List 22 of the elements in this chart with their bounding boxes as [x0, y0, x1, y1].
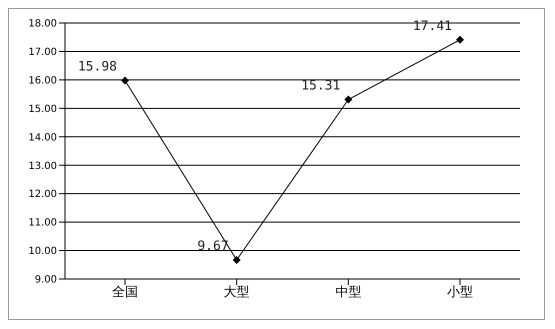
- y-tick-label: 15.00: [28, 104, 57, 115]
- data-label: 15.98: [78, 59, 117, 74]
- data-label: 15.31: [301, 78, 340, 94]
- y-tick-label: 9.00: [34, 274, 57, 286]
- point: [344, 96, 352, 104]
- x-tick-label: 大型: [224, 284, 250, 300]
- y-tick-label: 10.00: [28, 246, 57, 258]
- y-tick-label: 13.00: [28, 160, 57, 172]
- y-tick-label: 17.00: [28, 46, 57, 58]
- data-label: 17.41: [412, 18, 452, 34]
- y-tick-label: 14.00: [28, 132, 57, 144]
- data-label: 9.67: [197, 238, 229, 254]
- point: [232, 256, 241, 264]
- y-tick-label: 18.00: [28, 18, 57, 30]
- point: [121, 76, 129, 84]
- x-tick-label: 小型: [447, 284, 473, 300]
- x-tick-label: 全国: [112, 284, 138, 300]
- y-tick-label: 16.00: [28, 75, 57, 86]
- point: [456, 36, 464, 44]
- x-tick-label: 中型: [335, 284, 362, 300]
- y-tick-label: 11.00: [28, 218, 57, 229]
- y-tick-label: 12.00: [28, 189, 57, 200]
